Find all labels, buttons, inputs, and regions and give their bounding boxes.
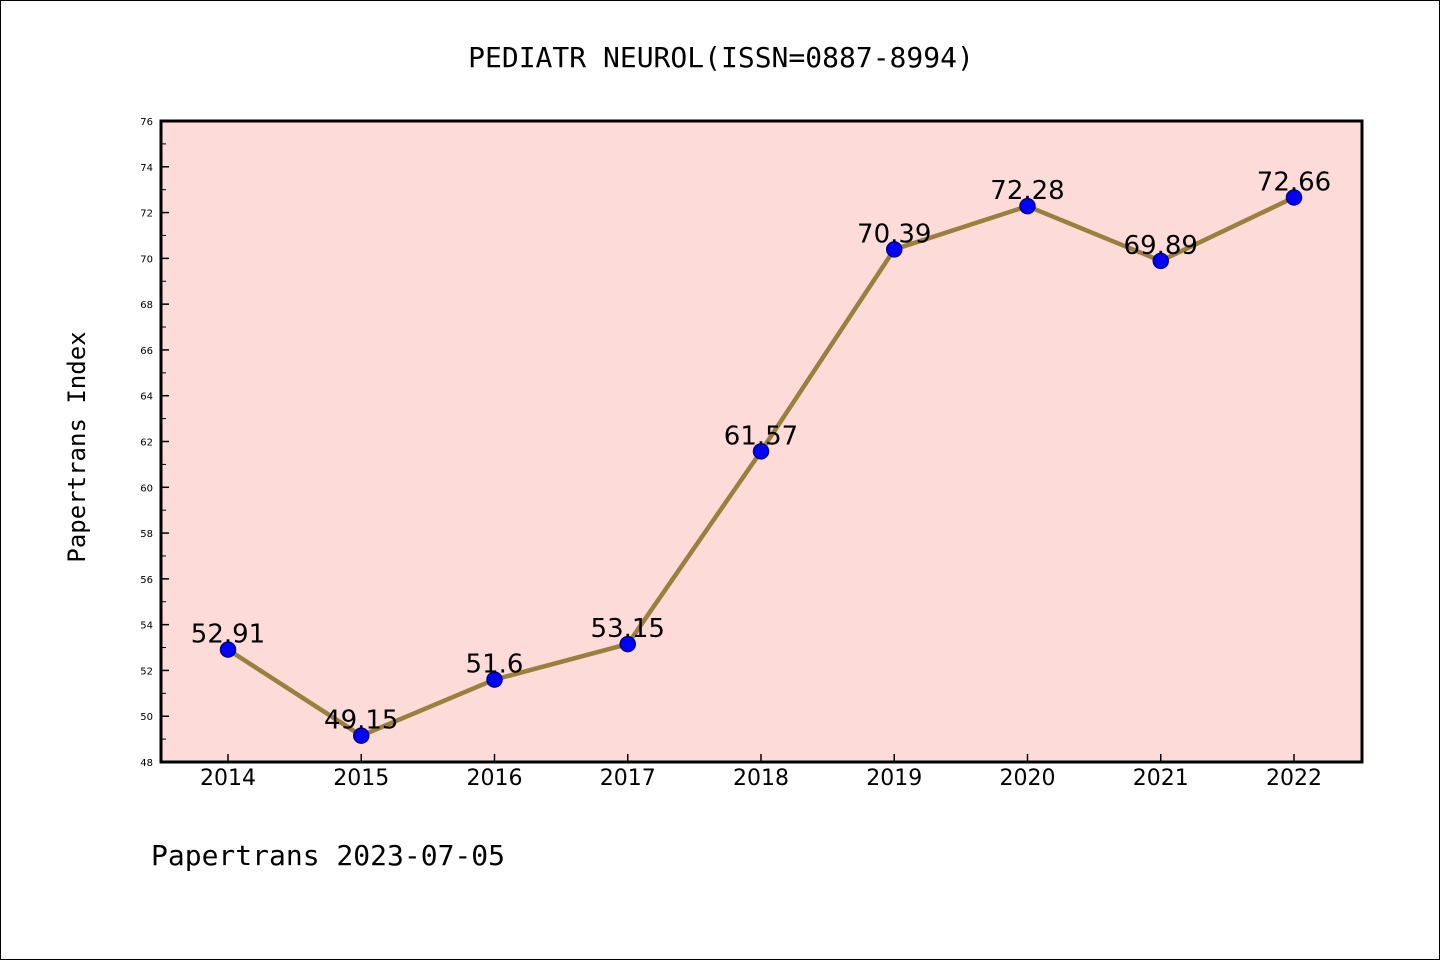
x-tick-label: 2017 xyxy=(600,766,656,791)
x-tick-label: 2020 xyxy=(1000,766,1056,791)
y-tick-label: 74 xyxy=(140,163,153,174)
data-point xyxy=(219,641,237,658)
data-label: 53.15 xyxy=(591,614,665,644)
x-tick-label: 2014 xyxy=(200,766,256,791)
data-point xyxy=(353,727,370,744)
x-tick-label: 2021 xyxy=(1133,766,1189,791)
data-points xyxy=(219,189,1303,744)
data-label: 61.57 xyxy=(724,421,798,451)
y-tick-label: 76 xyxy=(140,117,153,128)
y-tick-label: 50 xyxy=(140,712,153,723)
y-tick-label: 52 xyxy=(140,666,153,677)
plot-border xyxy=(159,119,1364,764)
footer-note: Papertrans 2023-07-05 xyxy=(151,839,505,872)
data-point xyxy=(486,671,503,688)
data-label: 49.15 xyxy=(324,706,398,736)
y-tick-label: 58 xyxy=(140,529,153,540)
y-axis-label: Papertrans Index xyxy=(63,331,91,562)
y-tick-label: 64 xyxy=(140,392,153,403)
data-label: 70.39 xyxy=(857,219,931,249)
data-point xyxy=(1285,189,1303,206)
plot-area xyxy=(161,121,1362,762)
y-tick-label: 70 xyxy=(140,254,153,265)
y-tick-label: 56 xyxy=(140,575,153,586)
y-tick-label: 60 xyxy=(140,483,153,494)
chart-title: PEDIATR NEUROL(ISSN=0887-8994) xyxy=(468,41,974,74)
data-point xyxy=(752,443,770,460)
data-point xyxy=(886,241,903,258)
x-axis: 2014 2015 2016 2017 2018 2019 2020 2021 2022 xyxy=(200,754,1322,791)
data-point xyxy=(619,635,636,653)
data-label: 72.66 xyxy=(1257,167,1331,197)
y-tick-label: 62 xyxy=(140,438,153,449)
data-point xyxy=(1019,197,1036,215)
data-label: 69.89 xyxy=(1124,231,1198,261)
x-tick-label: 2022 xyxy=(1266,766,1322,791)
y-tick-label: 54 xyxy=(140,621,153,632)
data-label: 51.6 xyxy=(466,650,524,680)
data-labels: 52.91 49.15 51.6 53.15 61.57 70.39 72.28 69.89 7… xyxy=(191,167,1331,735)
data-label: 72.28 xyxy=(990,176,1064,206)
x-tick-label: 2015 xyxy=(333,766,389,791)
x-tick-label: 2019 xyxy=(866,766,922,791)
y-tick-label: 48 xyxy=(140,758,153,769)
data-label: 52.91 xyxy=(191,620,265,650)
y-tick-label: 66 xyxy=(140,346,153,357)
data-point xyxy=(1152,252,1169,270)
x-tick-label: 2018 xyxy=(733,766,789,791)
x-tick-label: 2016 xyxy=(467,766,523,791)
y-tick-label: 72 xyxy=(140,209,153,220)
y-tick-label: 68 xyxy=(140,300,153,311)
